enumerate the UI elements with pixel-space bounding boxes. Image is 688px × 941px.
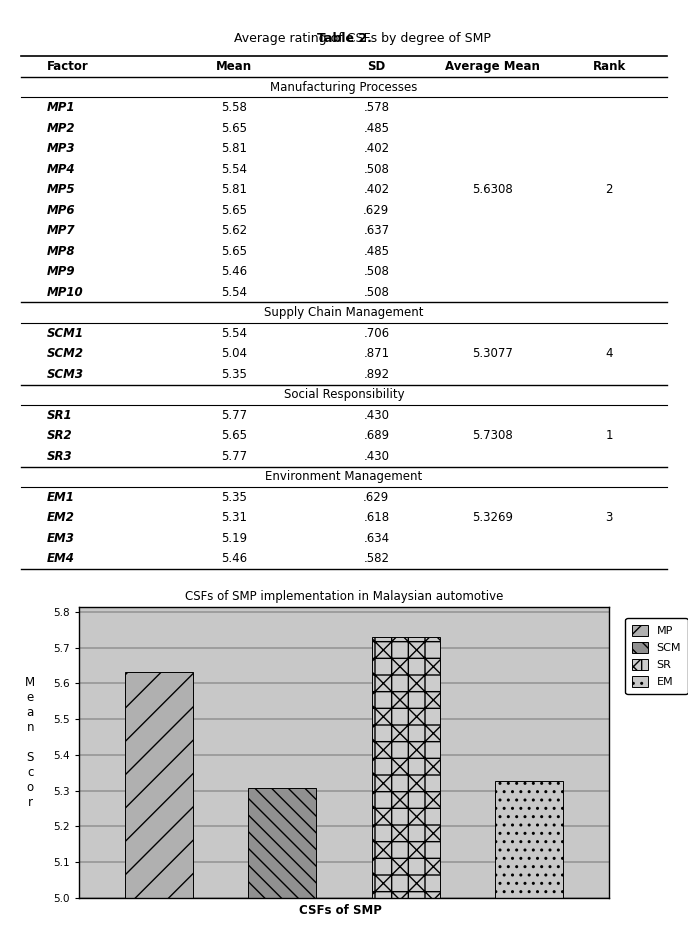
Text: 5.62: 5.62 [221, 224, 247, 237]
Text: 5.3269: 5.3269 [472, 511, 513, 524]
Text: 5.46: 5.46 [221, 552, 247, 566]
Text: .629: .629 [363, 203, 389, 216]
Text: Table 2.: Table 2. [316, 32, 372, 45]
Text: MP9: MP9 [47, 265, 75, 279]
Text: 5.54: 5.54 [221, 286, 247, 298]
Text: Average rating of CSFs by degree of SMP: Average rating of CSFs by degree of SMP [197, 32, 491, 45]
Text: 5.6308: 5.6308 [473, 183, 513, 196]
Text: MP3: MP3 [47, 142, 75, 155]
Text: SCM3: SCM3 [47, 368, 83, 381]
Text: SR1: SR1 [47, 408, 72, 422]
Text: MP4: MP4 [47, 163, 75, 176]
Text: Mean: Mean [216, 60, 252, 73]
Text: 5.04: 5.04 [221, 347, 247, 360]
Text: 5.81: 5.81 [221, 183, 247, 196]
Text: .706: .706 [363, 327, 389, 340]
Text: .637: .637 [363, 224, 389, 237]
Text: 3: 3 [605, 511, 613, 524]
Text: .582: .582 [363, 552, 389, 566]
Text: EM3: EM3 [47, 532, 74, 545]
Text: 5.31: 5.31 [221, 511, 247, 524]
Text: 5.77: 5.77 [221, 408, 247, 422]
Text: MP6: MP6 [47, 203, 75, 216]
Text: EM2: EM2 [47, 511, 74, 524]
Text: MP2: MP2 [47, 121, 75, 135]
Text: MP5: MP5 [47, 183, 75, 196]
Text: CSFs of SMP: CSFs of SMP [299, 904, 383, 917]
Text: .402: .402 [363, 183, 389, 196]
Text: .508: .508 [363, 163, 389, 176]
Text: SCM1: SCM1 [47, 327, 83, 340]
Text: .689: .689 [363, 429, 389, 442]
Text: 5.46: 5.46 [221, 265, 247, 279]
Text: MP8: MP8 [47, 245, 75, 258]
Text: .430: .430 [363, 450, 389, 463]
Text: Rank: Rank [592, 60, 626, 73]
Text: MP10: MP10 [47, 286, 83, 298]
Text: .485: .485 [363, 121, 389, 135]
Text: .629: .629 [363, 491, 389, 504]
Text: Factor: Factor [47, 60, 88, 73]
Text: .892: .892 [363, 368, 389, 381]
Text: Manufacturing Processes: Manufacturing Processes [270, 81, 418, 93]
Text: MP1: MP1 [47, 101, 75, 114]
Text: 1: 1 [605, 429, 613, 442]
Text: 5.81: 5.81 [221, 142, 247, 155]
Text: 5.54: 5.54 [221, 327, 247, 340]
Text: .485: .485 [363, 245, 389, 258]
Text: 5.35: 5.35 [221, 368, 247, 381]
Text: 5.65: 5.65 [221, 245, 247, 258]
Text: Social Responsibility: Social Responsibility [283, 389, 405, 401]
Text: .634: .634 [363, 532, 389, 545]
Text: 5.58: 5.58 [221, 101, 247, 114]
Text: SCM2: SCM2 [47, 347, 83, 360]
Text: 5.19: 5.19 [221, 532, 247, 545]
Text: .430: .430 [363, 408, 389, 422]
Text: MP7: MP7 [47, 224, 75, 237]
Text: .402: .402 [363, 142, 389, 155]
Text: 5.65: 5.65 [221, 429, 247, 442]
Text: 5.3077: 5.3077 [472, 347, 513, 360]
Text: 2: 2 [605, 183, 613, 196]
Text: SR2: SR2 [47, 429, 72, 442]
Text: 5.77: 5.77 [221, 450, 247, 463]
Text: Average Mean: Average Mean [445, 60, 540, 73]
Text: .578: .578 [363, 101, 389, 114]
Text: 4: 4 [605, 347, 613, 360]
Text: M
e
a
n

S
c
o
r: M e a n S c o r [25, 676, 35, 808]
Text: SD: SD [367, 60, 385, 73]
Text: .618: .618 [363, 511, 389, 524]
Text: EM1: EM1 [47, 491, 74, 504]
Text: EM4: EM4 [47, 552, 74, 566]
Text: SR3: SR3 [47, 450, 72, 463]
Text: 5.54: 5.54 [221, 163, 247, 176]
Text: .508: .508 [363, 286, 389, 298]
Text: Environment Management: Environment Management [266, 470, 422, 484]
Text: 5.65: 5.65 [221, 121, 247, 135]
Text: 5.35: 5.35 [221, 491, 247, 504]
Text: .871: .871 [363, 347, 389, 360]
Text: 5.7308: 5.7308 [473, 429, 513, 442]
Text: 5.65: 5.65 [221, 203, 247, 216]
Text: .508: .508 [363, 265, 389, 279]
Text: Supply Chain Management: Supply Chain Management [264, 306, 424, 319]
